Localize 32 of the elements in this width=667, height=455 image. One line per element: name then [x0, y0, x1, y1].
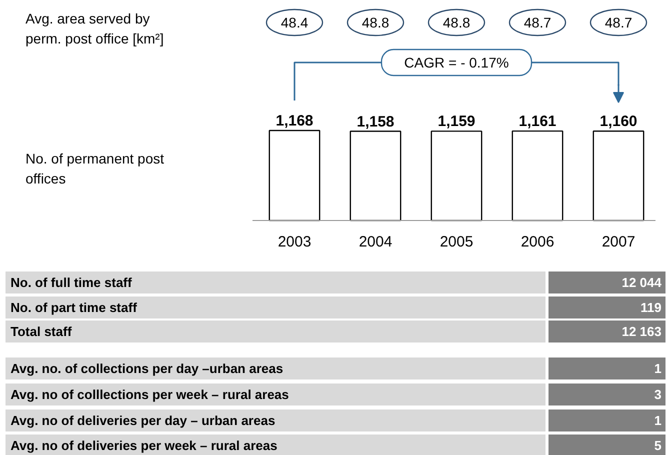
x-tick-label: 2007: [602, 234, 636, 250]
text: CAGR = - 0.17%: [404, 54, 509, 70]
data-label: 1,160: [600, 113, 638, 130]
text: 48.8: [442, 14, 470, 30]
data-label: 1,161: [518, 113, 556, 130]
text: No. of full time staff: [10, 275, 132, 290]
text: Avg. no of deliveries per week – rural areas: [10, 438, 278, 453]
x-tick-label: 2003: [278, 234, 312, 250]
x-tick-label: 2005: [440, 234, 474, 250]
text: Avg. no of colllections per week – rural areas: [10, 387, 289, 402]
text: 48.8: [362, 14, 390, 30]
text: No. of permanent post offices: [26, 150, 164, 186]
text: 48.7: [524, 14, 552, 30]
data-label: 1,168: [276, 112, 314, 130]
text: 1: [654, 413, 662, 428]
text: Avg. area served by perm. post office [km²]: [26, 10, 164, 46]
text: 48.7: [604, 14, 632, 30]
text: No. of part time staff: [10, 300, 138, 315]
text: 3: [654, 387, 662, 402]
text: 12 163: [622, 324, 662, 339]
data-label: 1,159: [438, 113, 476, 130]
text: 12 044: [622, 275, 662, 290]
text: 48.4: [280, 14, 308, 30]
x-tick-label: 2004: [358, 234, 392, 250]
text: Avg. no of deliveries per day – urban areas: [10, 413, 276, 428]
text: 1: [654, 361, 662, 376]
text: Avg. no. of collections per day –urban areas: [10, 361, 284, 376]
x-tick-label: 2006: [520, 234, 554, 250]
text: 5: [654, 438, 662, 453]
text: Total staff: [10, 324, 72, 339]
text: 119: [640, 300, 662, 315]
data-label: 1,158: [356, 113, 394, 130]
